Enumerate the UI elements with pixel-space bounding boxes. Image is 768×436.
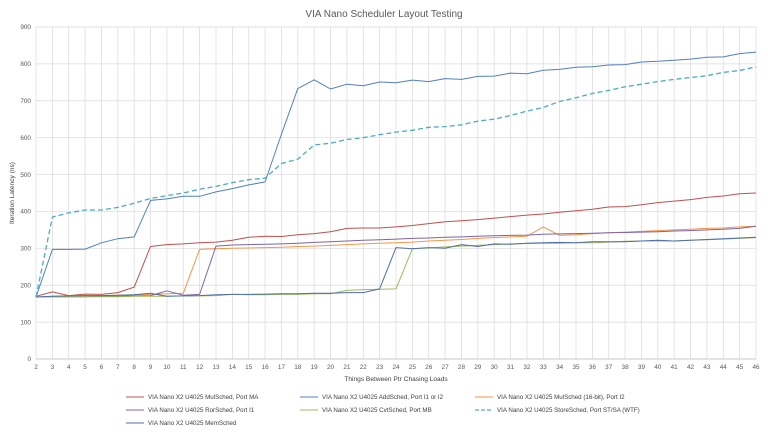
series-line-1	[35, 192, 757, 297]
series-line-7	[35, 236, 757, 298]
x-tick-label: 2	[34, 364, 38, 371]
x-tick-label: 46	[752, 364, 760, 371]
x-tick-label: 3	[51, 364, 55, 371]
x-tick-label: 24	[392, 364, 400, 371]
x-tick-label: 22	[360, 364, 368, 371]
x-tick-label: 36	[589, 364, 597, 371]
legend-label-7: VIA Nano X2 U4025 MemSched	[148, 420, 237, 427]
x-tick-label: 9	[149, 364, 153, 371]
x-tick-label: 40	[654, 364, 662, 371]
x-tick-label: 23	[376, 364, 384, 371]
x-tick-label: 20	[327, 364, 335, 371]
y-tick-label: 500	[20, 172, 31, 179]
x-tick-label: 13	[212, 364, 220, 371]
x-tick-label: 12	[196, 364, 204, 371]
y-tick-label: 400	[20, 209, 31, 216]
x-tick-label: 38	[622, 364, 630, 371]
y-axis-label: Iteration Latency (ns)	[9, 162, 16, 224]
x-tick-label: 4	[67, 364, 71, 371]
y-tick-label: 100	[20, 319, 31, 326]
x-tick-label: 7	[116, 364, 120, 371]
x-tick-label: 10	[163, 364, 171, 371]
x-tick-label: 29	[474, 364, 482, 371]
x-tick-labels: 2 3 4 5 6 7 8 9 10 11 12 13 14 15 16 17 18 19 20 21 22 23 24 25…	[34, 364, 760, 371]
x-tick-label: 19	[311, 364, 319, 371]
x-axis-label: Things Between Ptr Chasing Loads	[344, 376, 448, 383]
x-tick-label: 6	[100, 364, 104, 371]
legend-label-1: VIA Nano X2 U4025 MulSched, Port MA	[148, 394, 259, 401]
y-tick-labels: 0 100 200 300 400 500 600 700 800 900	[20, 24, 31, 363]
x-tick-label: 14	[229, 364, 237, 371]
legend-label-2: VIA Nano X2 U4025 AddSched, Port I1 or I…	[322, 394, 444, 401]
x-tick-label: 44	[720, 364, 728, 371]
x-tick-label: 30	[491, 364, 499, 371]
x-tick-label: 41	[671, 364, 679, 371]
x-tick-label: 28	[458, 364, 466, 371]
x-tick-label: 32	[523, 364, 531, 371]
x-tick-label: 17	[278, 364, 286, 371]
x-tick-label: 5	[83, 364, 87, 371]
gridlines	[35, 26, 757, 360]
series-line-6	[35, 66, 757, 298]
x-tick-label: 37	[605, 364, 613, 371]
x-tick-label: 35	[572, 364, 580, 371]
y-tick-label: 700	[20, 98, 31, 105]
legend-label-4: VIA Nano X2 U4025 RorSched, Port I1	[148, 407, 255, 414]
legend-label-5: VIA Nano X2 U4025 CvtSched, Port MB	[322, 407, 432, 414]
legend-label-6: VIA Nano X2 U4025 StoreSched, Port ST/SA…	[497, 407, 640, 414]
series-lines	[35, 51, 757, 298]
y-tick-label: 0	[27, 356, 31, 363]
legend-label-3: VIA Nano X2 U4025 MulSched (16-bit), Por…	[497, 394, 625, 401]
x-tick-label: 15	[245, 364, 253, 371]
x-tick-label: 42	[687, 364, 695, 371]
x-tick-label: 45	[736, 364, 744, 371]
x-tick-label: 11	[180, 364, 187, 371]
x-tick-label: 26	[425, 364, 433, 371]
x-tick-label: 43	[703, 364, 711, 371]
y-tick-label: 600	[20, 135, 31, 142]
x-tick-label: 16	[262, 364, 270, 371]
x-tick-label: 25	[409, 364, 417, 371]
series-line-2	[35, 51, 757, 298]
x-tick-label: 39	[638, 364, 646, 371]
x-tick-label: 18	[294, 364, 302, 371]
x-tick-label: 33	[540, 364, 548, 371]
chart-title: VIA Nano Scheduler Layout Testing	[305, 9, 462, 20]
y-tick-label: 200	[20, 282, 31, 289]
x-tick-label: 34	[556, 364, 564, 371]
legend: VIA Nano X2 U4025 MulSched, Port MA VIA N…	[126, 394, 640, 427]
x-tick-label: 8	[132, 364, 136, 371]
y-tick-label: 900	[20, 24, 31, 31]
y-tick-label: 800	[20, 61, 31, 68]
x-tick-label: 27	[442, 364, 450, 371]
y-tick-label: 300	[20, 246, 31, 253]
x-tick-label: 21	[343, 364, 351, 371]
x-tick-label: 31	[507, 364, 515, 371]
